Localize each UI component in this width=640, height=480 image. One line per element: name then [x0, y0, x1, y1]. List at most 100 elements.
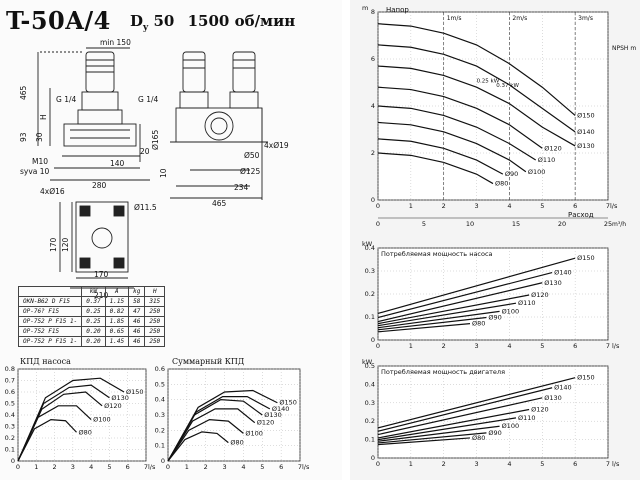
y-tick-label: 0.2	[5, 434, 15, 442]
dim-4x19: 4xØ19	[264, 141, 289, 150]
spec-header-cell	[17, 286, 83, 297]
series-label: Ø100	[93, 416, 111, 424]
spec-row: OP-76? F15 0.25 0.82 47 250	[17, 306, 166, 317]
total-eff-label: Суммарный КПД	[172, 357, 245, 366]
series-label: Ø80	[79, 428, 92, 436]
spec-row: OKN-B62 D F15 0.37 1.15 58 315	[17, 296, 166, 307]
spec-header-cell: kg	[128, 286, 146, 297]
dim-165: Ø165	[151, 130, 160, 150]
dim-465b: 465	[212, 199, 227, 208]
dim-20: 20	[140, 147, 150, 156]
series-label: Ø130	[577, 142, 595, 150]
spec-row: OP-752 P F15 1- 0.20 1.45 46 250	[17, 336, 166, 347]
dim-280: 280	[92, 181, 107, 190]
series-label: Ø90	[488, 429, 501, 437]
y-tick-label: 0.4	[365, 244, 375, 252]
dim-465: 465	[19, 85, 28, 100]
series-line	[377, 397, 543, 436]
series-line	[377, 282, 543, 323]
spec-value-cell: 1.15	[104, 296, 130, 307]
x-tick-label: 0	[376, 342, 380, 350]
y-tick-label: 0	[161, 457, 165, 465]
x-tick-label: 2	[442, 342, 446, 350]
x-tick-label: 1	[409, 202, 413, 210]
x-tick-label: 7	[606, 460, 610, 468]
series-line	[377, 105, 537, 161]
y-tick-label: 2	[371, 149, 375, 157]
spec-value-cell: 250	[144, 336, 166, 347]
x-tick-label: 0	[166, 463, 170, 471]
series-label: Ø130	[544, 394, 562, 402]
dim-170b: 170	[94, 270, 109, 279]
x-tick-label: 4	[507, 202, 511, 210]
y-tick-label: 0.3	[365, 267, 375, 275]
spec-value-cell: 46	[128, 316, 146, 327]
y-unit-label: m	[362, 4, 368, 12]
dim-m10: M10	[32, 157, 48, 166]
spec-value-cell: 46	[128, 336, 146, 347]
x-tick-label: 4	[507, 342, 511, 350]
dim-140: 140	[110, 159, 125, 168]
series-line	[377, 408, 530, 439]
series-line	[377, 323, 471, 333]
series-label: Ø80	[472, 320, 485, 328]
x-tick-label: 5	[107, 463, 111, 471]
series-label: Ø150	[126, 388, 144, 396]
dim-234: 234	[234, 183, 249, 192]
y-tick-label: 0.4	[155, 396, 165, 404]
series-label: Ø120	[531, 405, 549, 413]
series-line	[167, 399, 263, 462]
x2-tick-label: 0	[376, 220, 380, 228]
series-line	[377, 417, 517, 441]
y-tick-label: 0.7	[5, 377, 15, 385]
series-label: Ø120	[544, 144, 562, 152]
x-tick-label: 0	[376, 460, 380, 468]
x-tick-label: 7	[606, 202, 610, 210]
spec-value-cell: 1.45	[104, 336, 130, 347]
y-tick-label: 0.2	[155, 426, 165, 434]
x-tick-label: 7	[144, 463, 148, 471]
x2-unit-label: m³/h	[612, 221, 626, 228]
y-tick-label: 0.4	[5, 411, 15, 419]
series-line	[377, 432, 487, 444]
y-tick-label: 0.1	[365, 436, 375, 444]
x2-tick-label: 10	[466, 220, 474, 228]
series-label: Ø100	[502, 307, 520, 315]
spec-value-cell: 315	[144, 296, 166, 307]
series-label: Ø110	[538, 156, 556, 164]
series-label: Ø130	[544, 279, 562, 287]
spec-value-cell: 0.65	[104, 326, 130, 337]
series-label: Ø80	[472, 434, 485, 442]
x-tick-label: 3	[475, 460, 479, 468]
x-tick-label: 1	[34, 463, 38, 471]
x-unit-label: l/s	[610, 202, 618, 210]
x-tick-label: 2	[442, 460, 446, 468]
y-tick-label: 0.4	[365, 380, 375, 388]
x-unit-label: l/s	[148, 463, 156, 471]
series-label: Ø110	[518, 299, 536, 307]
series-line	[377, 387, 553, 432]
dim-30: 30	[35, 132, 44, 142]
x-tick-label: 3	[475, 342, 479, 350]
velocity-label: 2m/s	[512, 15, 527, 22]
x-tick-label: 6	[573, 460, 577, 468]
x-tick-label: 4	[241, 463, 245, 471]
series-label: Ø100	[502, 422, 520, 430]
dim-170a: 170	[49, 237, 58, 252]
y-tick-label: 0.6	[155, 365, 165, 373]
x-tick-label: 2	[442, 202, 446, 210]
pump-efficiency-chart: 0 1 2 3 4 5 6 7 0 0.1 0.2 0.3 0.4 0.5 0.6 0.7 0.8 Ø150Ø13…	[5, 365, 156, 471]
series-line	[167, 418, 244, 462]
series-line	[377, 44, 576, 133]
dim-120: 120	[61, 237, 70, 252]
x-unit-label: l/s	[612, 460, 620, 468]
spec-value-cell: 0.25	[81, 316, 106, 327]
y-tick-label: 0.3	[365, 399, 375, 407]
head-chart: 0 1 2 3 4 5 6 7 0 2 4 6 8 Ø150 Ø140 Ø130 Ø120 Ø110 Ø100 Ø90…	[362, 4, 636, 228]
spec-value-cell: 0.82	[104, 306, 130, 317]
x-tick-label: 1	[409, 342, 413, 350]
y-tick-label: 0.3	[155, 411, 165, 419]
y-tick-label: 0.8	[5, 365, 15, 373]
spec-model-cell: OKN-B62 D F15	[17, 296, 83, 307]
